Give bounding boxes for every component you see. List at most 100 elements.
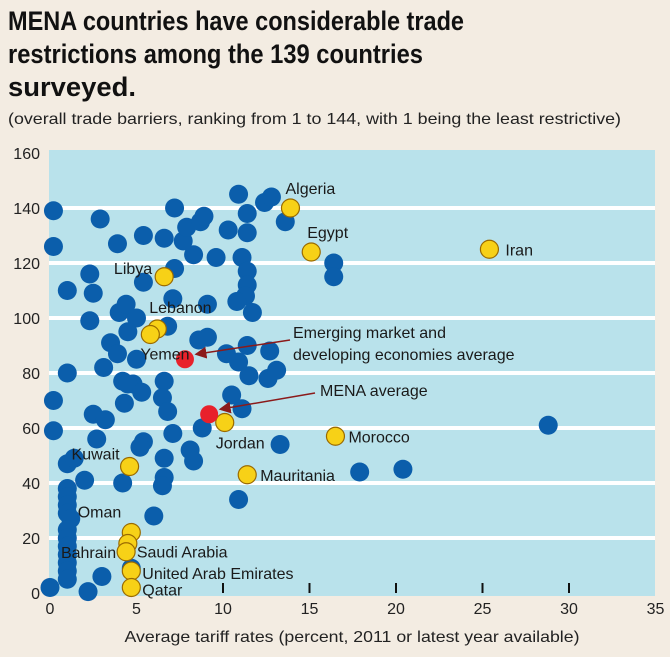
country-point [90,209,110,229]
country-label: Jordan [216,436,265,453]
country-point [114,393,134,413]
x-tick-label: 0 [46,601,55,618]
country-point [229,490,249,509]
country-point [165,198,185,218]
country-point [350,462,370,482]
y-tick-label: 80 [22,366,40,383]
mena-country-point [121,561,141,581]
annotation-arrow [218,392,316,414]
mena-country-point [140,324,160,345]
country-point [57,363,77,383]
country-point [107,234,127,254]
country-label: Lebanon [149,300,211,317]
country-label: Oman [78,505,122,522]
annotation-arrow [194,339,291,359]
mena-country-point [121,577,141,598]
country-point [222,385,242,405]
country-point [113,473,133,493]
country-point [270,435,290,454]
country-label: Bahrain [61,545,116,562]
average-point [175,350,194,369]
country-point [43,201,63,221]
y-tick-label: 40 [22,476,40,493]
country-point [92,567,112,586]
country-point [57,569,77,589]
country-point [218,220,238,240]
country-point [229,184,249,204]
country-point [40,578,60,597]
x-tick-label: 35 [647,601,665,618]
country-point [152,476,172,496]
y-tick-label: 140 [13,201,40,218]
country-label: Yemen [140,347,189,364]
country-point [132,382,152,402]
country-label: Algeria [285,181,335,198]
country-point [393,459,413,479]
chart-subtitle: (overall trade barriers, ranking from 1 … [8,111,621,128]
country-point [237,204,257,223]
chart-title-line-1: MENA countries have considerable trade [8,6,464,36]
country-point [87,429,107,449]
x-tick-label: 15 [301,601,319,618]
country-label: Morocco [348,429,409,446]
country-point [107,344,127,364]
country-point [130,437,150,457]
country-point [237,261,257,281]
country-point [242,303,262,322]
chart-title-line-2: restrictions among the 139 countries [8,39,423,69]
country-point [267,360,287,380]
country-label: Mauritania [260,468,335,485]
country-point [80,264,100,284]
country-point [163,289,183,309]
country-point [43,391,63,410]
country-point [64,448,84,468]
average-label: Emerging market and [293,325,446,342]
country-point [133,272,153,292]
country-point [324,253,344,273]
average-point [200,405,219,424]
country-point [197,327,217,347]
country-point [239,366,259,386]
country-point [118,322,138,342]
country-label: Egypt [307,225,348,242]
country-point [194,206,214,226]
x-axis-label: Average tariff rates (percent, 2011 or l… [125,629,580,646]
mena-country-point [215,412,235,433]
country-point [154,448,174,468]
country-point [261,187,281,207]
x-tick-label: 10 [214,601,232,618]
country-point [538,415,558,435]
country-label: Saudi Arabia [137,545,228,562]
country-point [154,228,174,248]
country-point [57,281,77,300]
country-point [116,294,136,314]
country-point [95,410,115,430]
y-tick-label: 100 [13,311,40,328]
y-tick-label: 20 [22,531,40,548]
mena-country-point [301,242,321,262]
x-tick-label: 5 [132,601,141,618]
mena-country-point [154,267,174,287]
mena-country-point [116,542,136,562]
country-label: United Arab Emirates [142,566,293,583]
mena-country-point [119,456,140,477]
country-label: Libya [114,261,152,278]
country-point [197,294,217,314]
country-point [324,267,344,287]
country-point [260,341,280,361]
country-point [43,421,63,441]
mena-country-point [237,465,257,485]
country-label: Qatar [142,583,183,600]
country-label: Kuwait [72,447,121,464]
country-point [206,248,226,267]
country-point [75,470,95,490]
country-point [83,283,103,303]
country-point [158,402,178,421]
country-point [43,237,63,256]
country-point [232,399,252,419]
country-point [163,424,183,443]
country-point [133,226,153,245]
country-point [127,349,146,369]
country-point [94,358,114,377]
